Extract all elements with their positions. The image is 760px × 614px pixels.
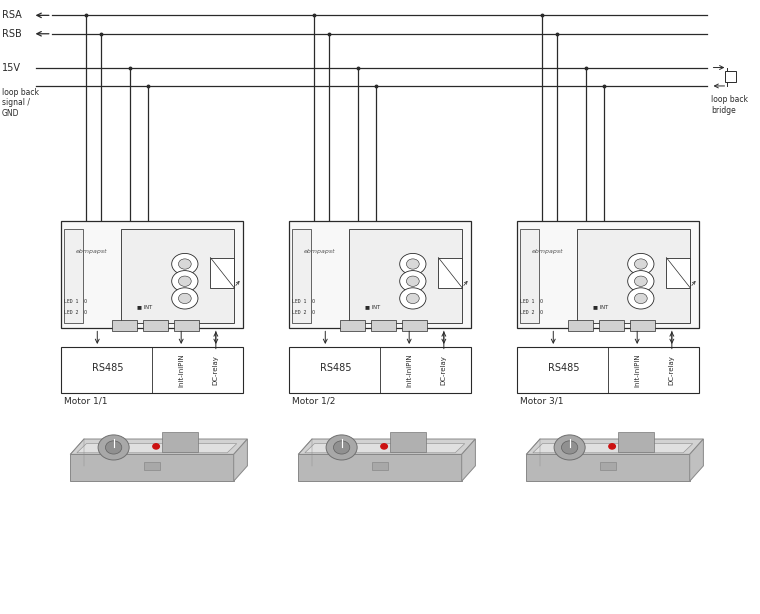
Bar bbox=[144, 462, 160, 470]
Text: LED 2  O: LED 2 O bbox=[65, 310, 87, 315]
Text: RSA: RSA bbox=[2, 10, 21, 20]
Circle shape bbox=[98, 435, 129, 460]
Text: RS485: RS485 bbox=[549, 363, 580, 373]
Polygon shape bbox=[298, 439, 476, 454]
Bar bbox=[630, 320, 655, 330]
Circle shape bbox=[172, 288, 198, 309]
Text: RS485: RS485 bbox=[321, 363, 352, 373]
Polygon shape bbox=[305, 443, 464, 453]
Circle shape bbox=[628, 271, 654, 292]
Circle shape bbox=[635, 259, 648, 269]
Circle shape bbox=[326, 435, 357, 460]
Circle shape bbox=[609, 444, 616, 449]
Polygon shape bbox=[689, 439, 704, 481]
Bar bbox=[121, 228, 234, 323]
Bar bbox=[521, 228, 539, 323]
Circle shape bbox=[179, 293, 192, 303]
Polygon shape bbox=[77, 443, 237, 453]
Circle shape bbox=[628, 288, 654, 309]
Bar bbox=[349, 228, 462, 323]
Text: Motor 3/1: Motor 3/1 bbox=[520, 397, 563, 406]
Bar bbox=[61, 221, 243, 328]
Circle shape bbox=[407, 293, 420, 303]
Polygon shape bbox=[526, 454, 689, 481]
Bar bbox=[599, 320, 625, 330]
Bar bbox=[725, 71, 736, 82]
Bar bbox=[667, 258, 690, 287]
Circle shape bbox=[381, 444, 388, 449]
Polygon shape bbox=[462, 439, 476, 481]
Text: 15V: 15V bbox=[2, 63, 21, 72]
Text: LED 1  O: LED 1 O bbox=[521, 299, 543, 304]
Bar bbox=[600, 462, 616, 470]
Text: RS485: RS485 bbox=[93, 363, 124, 373]
Circle shape bbox=[562, 441, 578, 454]
Text: DC-relay: DC-relay bbox=[213, 355, 219, 385]
Bar bbox=[390, 432, 426, 452]
Bar bbox=[143, 320, 169, 330]
Bar bbox=[372, 462, 388, 470]
Circle shape bbox=[179, 259, 192, 269]
Circle shape bbox=[635, 293, 648, 303]
Polygon shape bbox=[526, 439, 704, 454]
Circle shape bbox=[554, 435, 585, 460]
Text: LED 2  O: LED 2 O bbox=[293, 310, 315, 315]
Text: DC-relay: DC-relay bbox=[669, 355, 675, 385]
Polygon shape bbox=[71, 439, 248, 454]
Text: LED 1  O: LED 1 O bbox=[65, 299, 87, 304]
Text: Init-IniPIN: Init-IniPIN bbox=[178, 353, 184, 387]
Circle shape bbox=[407, 276, 420, 286]
Polygon shape bbox=[234, 439, 248, 481]
Circle shape bbox=[172, 254, 198, 274]
Bar bbox=[517, 347, 699, 393]
Bar bbox=[112, 320, 138, 330]
Bar bbox=[174, 320, 199, 330]
Circle shape bbox=[153, 444, 160, 449]
Text: Motor 1/2: Motor 1/2 bbox=[292, 397, 335, 406]
Bar bbox=[402, 320, 427, 330]
Text: Init-IniPIN: Init-IniPIN bbox=[634, 353, 640, 387]
Text: LED 1  O: LED 1 O bbox=[293, 299, 315, 304]
Text: Init-IniPIN: Init-IniPIN bbox=[406, 353, 412, 387]
Bar bbox=[162, 432, 198, 452]
Text: ebmpapst: ebmpapst bbox=[304, 249, 336, 254]
Bar bbox=[289, 347, 471, 393]
Text: ■ INT: ■ INT bbox=[138, 305, 153, 309]
Circle shape bbox=[172, 271, 198, 292]
Text: ebmpapst: ebmpapst bbox=[532, 249, 564, 254]
Bar bbox=[293, 228, 311, 323]
Text: RSB: RSB bbox=[2, 29, 21, 39]
Text: ebmpapst: ebmpapst bbox=[76, 249, 108, 254]
Bar bbox=[371, 320, 397, 330]
Circle shape bbox=[179, 276, 192, 286]
Circle shape bbox=[407, 259, 420, 269]
Circle shape bbox=[635, 276, 648, 286]
Circle shape bbox=[400, 271, 426, 292]
Bar bbox=[439, 258, 462, 287]
Text: loop back
signal /
GND: loop back signal / GND bbox=[2, 88, 39, 118]
Bar bbox=[517, 221, 699, 328]
Circle shape bbox=[400, 288, 426, 309]
Bar bbox=[618, 432, 654, 452]
Circle shape bbox=[334, 441, 350, 454]
Polygon shape bbox=[533, 443, 692, 453]
Text: ■ INT: ■ INT bbox=[366, 305, 381, 309]
Text: DC-relay: DC-relay bbox=[441, 355, 447, 385]
Circle shape bbox=[628, 254, 654, 274]
Polygon shape bbox=[71, 454, 234, 481]
Bar bbox=[61, 347, 243, 393]
Bar bbox=[568, 320, 594, 330]
Text: Motor 1/1: Motor 1/1 bbox=[64, 397, 107, 406]
Text: LED 2  O: LED 2 O bbox=[521, 310, 543, 315]
Circle shape bbox=[400, 254, 426, 274]
Text: loop back
bridge: loop back bridge bbox=[711, 95, 749, 115]
Circle shape bbox=[106, 441, 122, 454]
Text: ■ INT: ■ INT bbox=[594, 305, 609, 309]
Bar bbox=[340, 320, 366, 330]
Bar bbox=[211, 258, 234, 287]
Bar bbox=[577, 228, 690, 323]
Bar bbox=[65, 228, 83, 323]
Polygon shape bbox=[298, 454, 462, 481]
Bar bbox=[289, 221, 471, 328]
